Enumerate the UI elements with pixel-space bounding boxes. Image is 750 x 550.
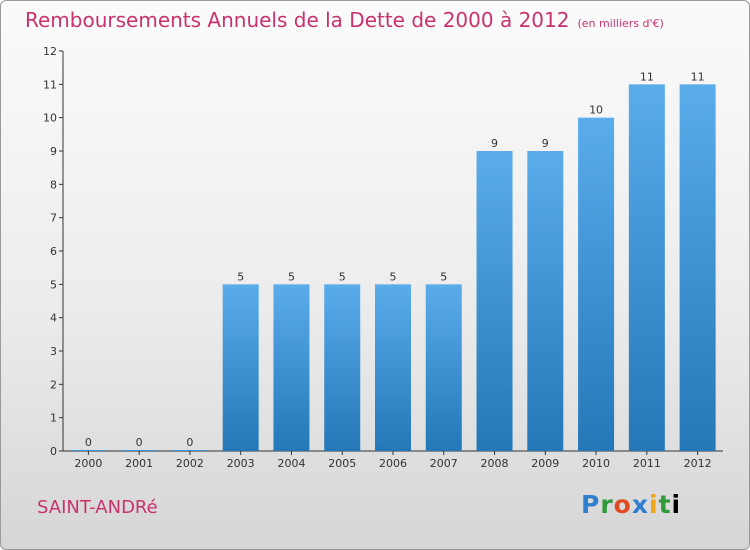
bar-value-label: 5 <box>339 270 346 283</box>
y-tick-label: 1 <box>50 412 57 425</box>
y-tick-label: 8 <box>50 178 57 191</box>
proxiti-logo: Proxiti <box>581 490 681 519</box>
bar-value-label: 5 <box>440 270 447 283</box>
bar <box>476 151 513 451</box>
x-tick-label: 2006 <box>379 457 407 470</box>
x-tick-label: 2011 <box>633 457 661 470</box>
bar-value-label: 11 <box>640 70 654 83</box>
y-tick-label: 12 <box>43 45 57 58</box>
bar <box>527 151 564 451</box>
bar-value-label: 5 <box>390 270 397 283</box>
y-tick-label: 3 <box>50 345 57 358</box>
chart-title: Remboursements Annuels de la Dette de 20… <box>25 8 664 32</box>
bar <box>375 284 411 451</box>
x-tick-label: 2007 <box>430 457 458 470</box>
bar <box>679 84 716 451</box>
x-tick-label: 2001 <box>125 457 153 470</box>
x-tick-label: 2000 <box>74 457 102 470</box>
bar-value-label: 5 <box>237 270 244 283</box>
logo-letter: i <box>671 490 682 519</box>
chart-title-text: Remboursements Annuels de la Dette de 20… <box>25 8 570 32</box>
y-tick-label: 9 <box>50 145 57 158</box>
x-tick-label: 2003 <box>227 457 255 470</box>
logo-letter: r <box>600 490 614 519</box>
y-tick-label: 6 <box>50 245 57 258</box>
bar-value-label: 11 <box>691 70 705 83</box>
x-tick-label: 2008 <box>481 457 509 470</box>
x-tick-label: 2012 <box>684 457 712 470</box>
logo-letter: i <box>649 490 659 519</box>
bar <box>121 450 158 451</box>
y-tick-label: 10 <box>43 112 57 125</box>
logo-letter: x <box>631 490 649 519</box>
x-tick-label: 2005 <box>328 457 356 470</box>
bar <box>425 284 462 451</box>
y-tick-label: 5 <box>50 278 57 291</box>
bar-value-label: 5 <box>288 270 295 283</box>
bar-value-label: 0 <box>136 436 143 449</box>
y-tick-label: 2 <box>50 378 57 391</box>
x-tick-label: 2004 <box>277 457 305 470</box>
bar-value-label: 9 <box>491 137 498 150</box>
bar-value-label: 10 <box>589 104 603 117</box>
bar <box>628 84 665 451</box>
x-tick-label: 2010 <box>582 457 610 470</box>
bar <box>70 450 107 451</box>
bar-value-label: 9 <box>542 137 549 150</box>
bar <box>171 450 208 451</box>
bar-value-label: 0 <box>186 436 193 449</box>
y-tick-label: 0 <box>50 445 57 458</box>
commune-name: SAINT-ANDRé <box>37 497 158 518</box>
logo-letter: o <box>613 490 632 519</box>
bar <box>273 284 310 451</box>
x-tick-label: 2009 <box>531 457 559 470</box>
y-tick-label: 4 <box>50 312 57 325</box>
bar <box>324 284 361 451</box>
chart-title-unit: (en milliers d'€) <box>577 17 664 30</box>
logo-letter: P <box>581 490 601 519</box>
logo-letter: t <box>658 490 672 519</box>
y-tick-label: 7 <box>50 212 57 225</box>
x-tick-label: 2002 <box>176 457 204 470</box>
bar <box>578 117 615 452</box>
y-tick-label: 11 <box>43 78 57 91</box>
bar <box>222 284 259 451</box>
bar-value-label: 0 <box>85 436 92 449</box>
